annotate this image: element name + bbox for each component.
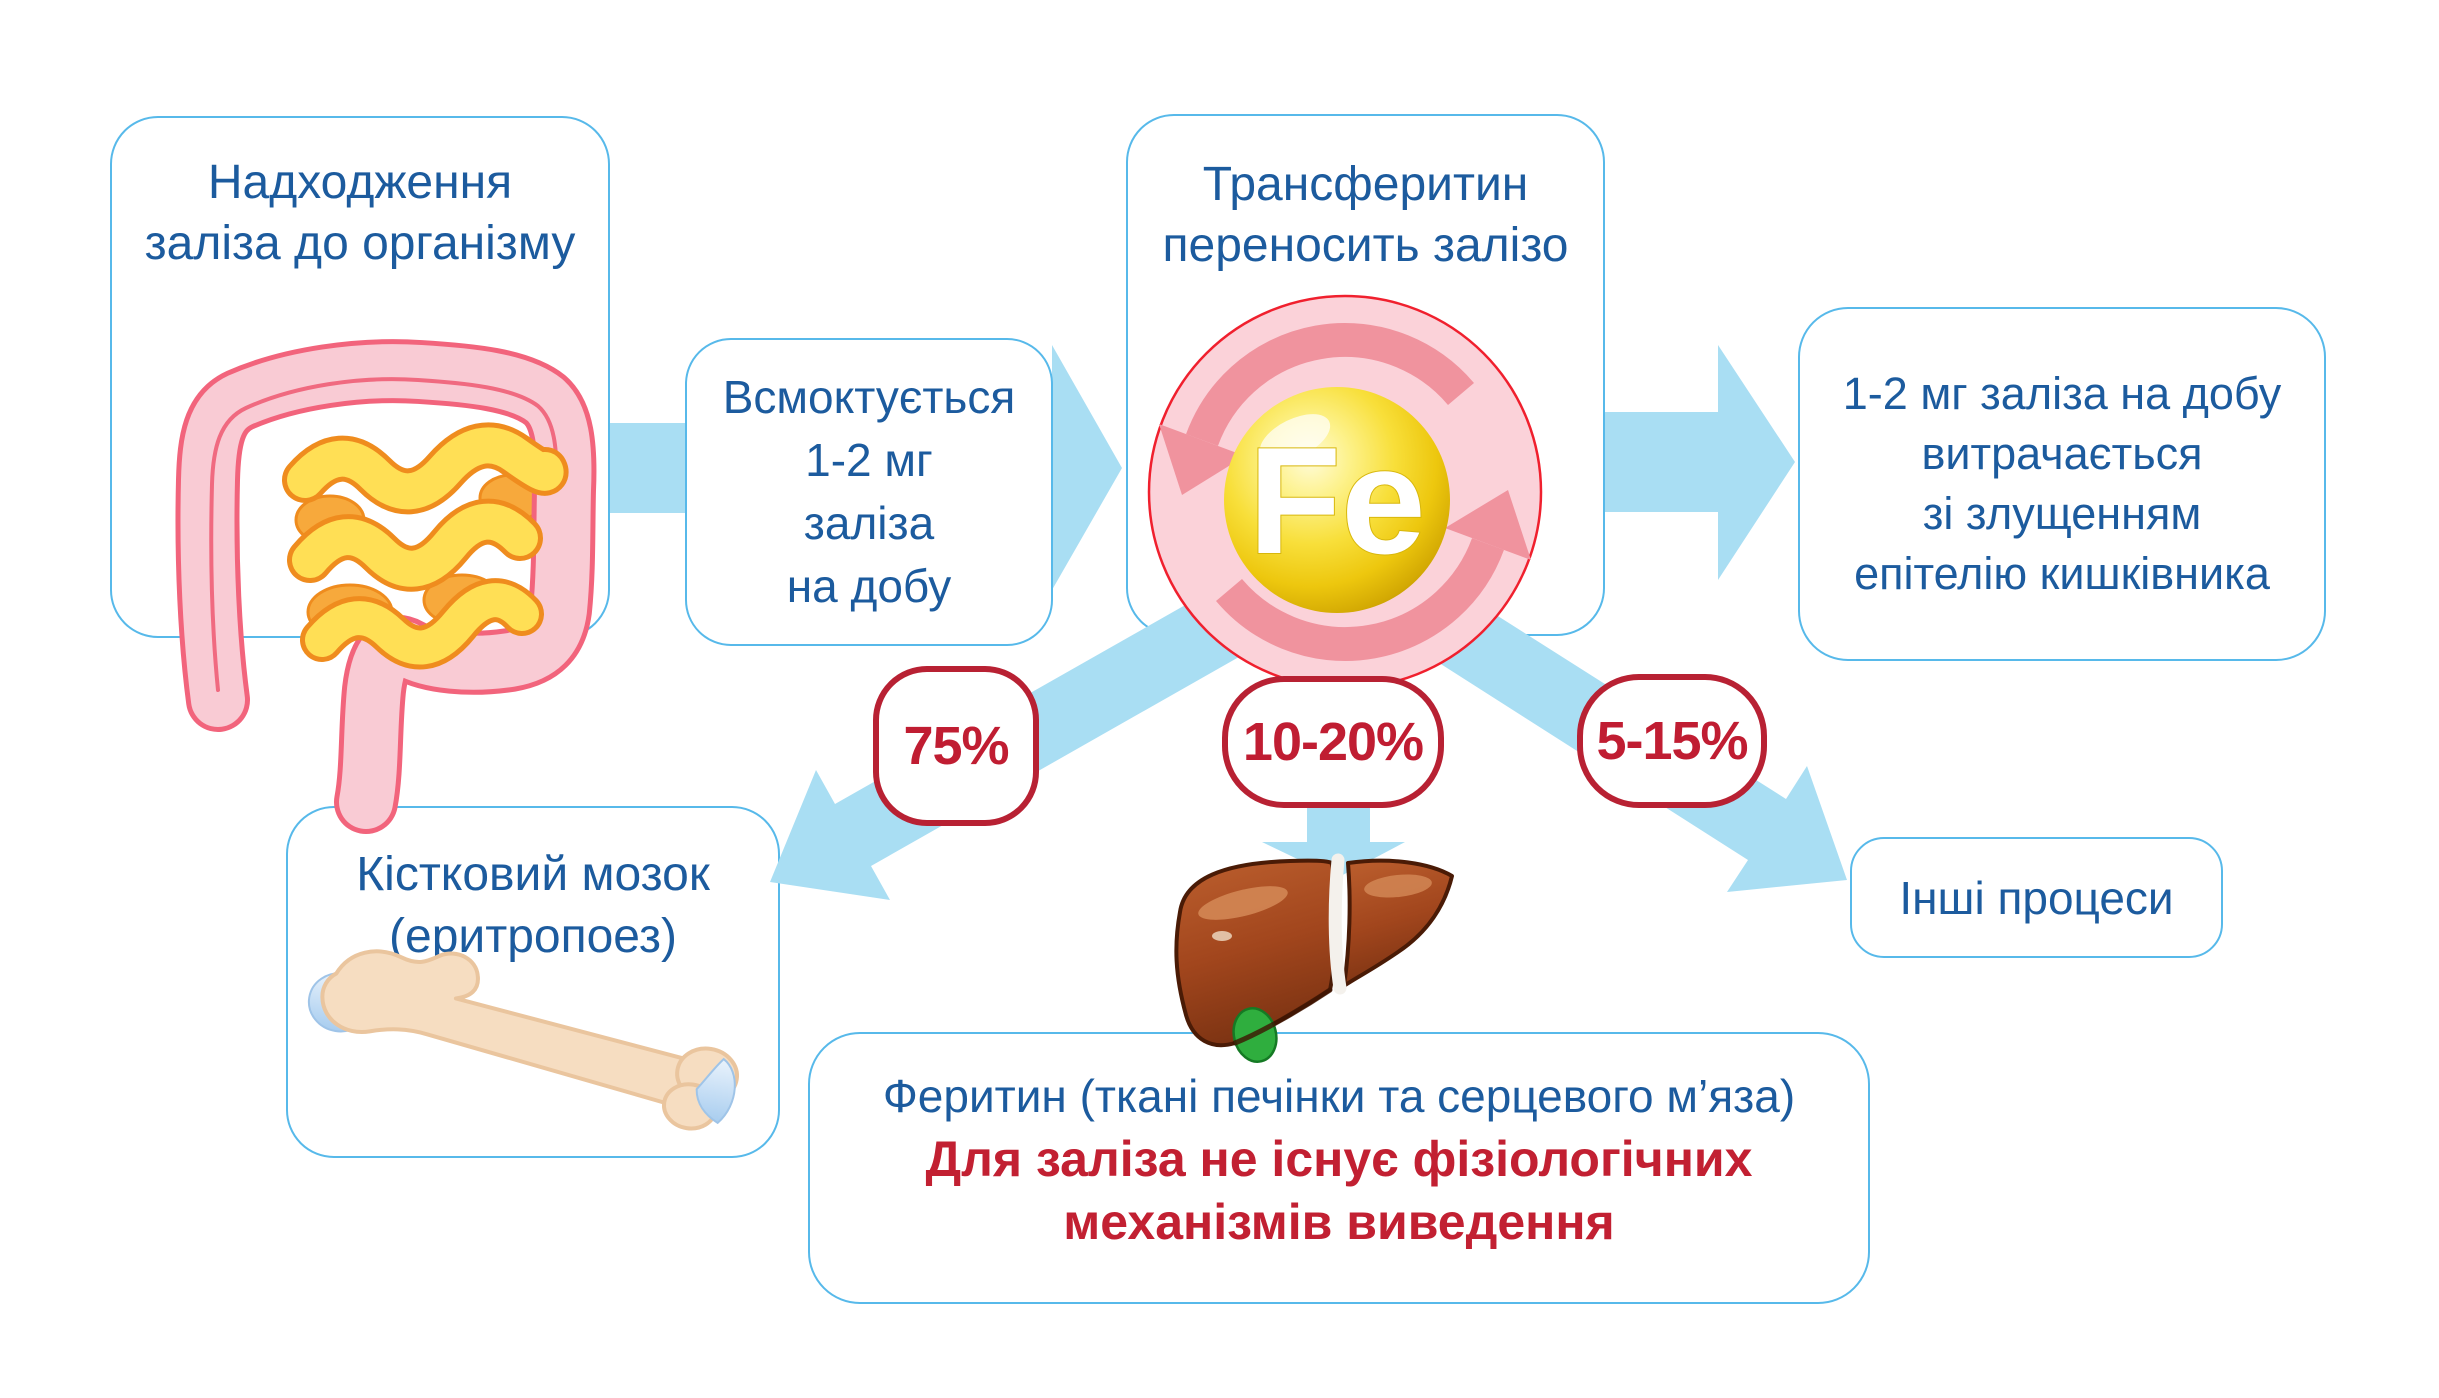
box-bone-marrow: Кістковий мозок (еритропоез)	[286, 806, 780, 1158]
percentage-to-liver: 10-20%	[1222, 676, 1444, 808]
percentage-to-liver-value: 10-20%	[1242, 712, 1424, 772]
box-epithelium-loss-line: епітелію кишківника	[1854, 548, 2270, 599]
box-other-processes-label: Інші процеси	[1899, 871, 2174, 924]
box-iron-intake-line: заліза до організму	[144, 217, 576, 270]
box-transferrin-line: Трансферитин	[1202, 158, 1529, 211]
box-absorption: Всмоктується 1-2 мг заліза на добу	[685, 338, 1053, 646]
box-ferritin: Феритин (ткані печінки та серцевого м’яз…	[808, 1032, 1870, 1304]
arrow-transferrin-to-epithelium-icon	[1605, 345, 1795, 580]
box-absorption-line: на добу	[786, 560, 952, 612]
box-epithelium-loss-line: зі злущенням	[1922, 488, 2202, 539]
box-epithelium-loss: 1-2 мг заліза на добу витрачається зі зл…	[1798, 307, 2326, 661]
percentage-to-other-processes: 5-15%	[1577, 674, 1767, 808]
box-iron-intake: Надходження заліза до організму	[110, 116, 610, 638]
box-transferrin: Трансферитин переносить залізо	[1126, 114, 1605, 636]
percentage-to-bone-marrow-value: 75%	[903, 716, 1009, 776]
box-transferrin-line: переносить залізо	[1162, 219, 1569, 272]
percentage-to-other-processes-value: 5-15%	[1596, 711, 1748, 771]
box-bone-marrow-line: (еритропоез)	[389, 910, 677, 963]
box-other-processes: Інші процеси	[1850, 837, 2223, 958]
box-ferritin-warning-line: механізмів виведення	[1063, 1194, 1615, 1250]
box-epithelium-loss-line: витрачається	[1921, 428, 2203, 479]
box-epithelium-loss-line: 1-2 мг заліза на добу	[1842, 368, 2282, 419]
box-absorption-line: 1-2 мг	[805, 434, 933, 486]
box-absorption-line: Всмоктується	[722, 371, 1016, 423]
box-ferritin-intro: Феритин (ткані печінки та серцевого м’яз…	[882, 1070, 1796, 1122]
box-ferritin-warning-line: Для заліза не існує фізіологічних	[925, 1131, 1753, 1187]
box-bone-marrow-line: Кістковий мозок	[356, 848, 710, 901]
box-iron-intake-line: Надходження	[207, 156, 513, 209]
box-absorption-line: заліза	[803, 497, 935, 549]
percentage-to-bone-marrow: 75%	[873, 666, 1039, 826]
